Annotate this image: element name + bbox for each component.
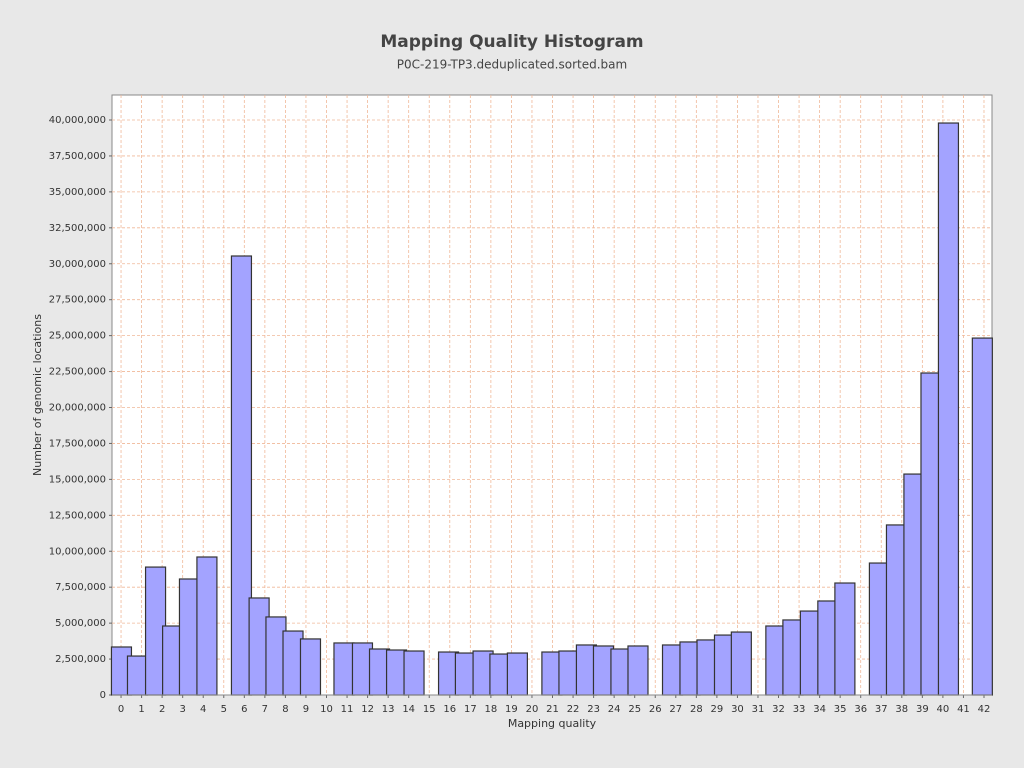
x-tick-label: 7 — [262, 704, 268, 715]
x-tick-label: 28 — [690, 704, 703, 715]
bar — [196, 556, 218, 696]
y-tick-label: 22,500,000 — [49, 367, 106, 378]
y-tick-label: 20,000,000 — [49, 403, 106, 414]
y-tick-label: 10,000,000 — [49, 546, 106, 557]
y-axis-label: Number of genomic locations — [31, 314, 44, 476]
chart-title: Mapping Quality Histogram — [380, 32, 643, 52]
x-tick-label: 34 — [813, 704, 826, 715]
x-tick-label: 22 — [567, 704, 580, 715]
x-tick-label: 11 — [341, 704, 354, 715]
x-tick-label: 4 — [200, 704, 206, 715]
x-tick-label: 23 — [587, 704, 600, 715]
bar — [730, 631, 752, 696]
x-tick-label: 3 — [179, 704, 185, 715]
bar — [403, 650, 425, 696]
bar — [454, 652, 476, 696]
x-tick-label: 0 — [118, 704, 124, 715]
y-tick-label: 5,000,000 — [55, 618, 106, 629]
x-tick-label: 36 — [854, 704, 867, 715]
x-tick-label: 33 — [793, 704, 806, 715]
x-tick-label: 30 — [731, 704, 744, 715]
y-tick-label: 27,500,000 — [49, 295, 106, 306]
y-tick-label: 17,500,000 — [49, 438, 106, 449]
x-tick-label: 19 — [505, 704, 518, 715]
y-tick-label: 30,000,000 — [49, 259, 106, 270]
x-tick-label: 12 — [361, 704, 374, 715]
x-tick-label: 31 — [752, 704, 765, 715]
x-tick-label: 42 — [978, 704, 991, 715]
x-tick-label: 39 — [916, 704, 929, 715]
x-tick-label: 40 — [937, 704, 950, 715]
x-tick-label: 5 — [221, 704, 227, 715]
x-tick-label: 27 — [669, 704, 682, 715]
y-tick-label: 12,500,000 — [49, 510, 106, 521]
x-tick-label: 6 — [241, 704, 247, 715]
x-tick-label: 35 — [834, 704, 847, 715]
x-tick-label: 26 — [649, 704, 662, 715]
x-tick-label: 16 — [443, 704, 456, 715]
bar — [506, 652, 528, 696]
chart-subtitle: P0C-219-TP3.deduplicated.sorted.bam — [397, 58, 627, 72]
x-tick-label: 38 — [895, 704, 908, 715]
x-tick-label: 32 — [772, 704, 785, 715]
x-tick-label: 17 — [464, 704, 477, 715]
x-tick-label: 41 — [957, 704, 970, 715]
y-tick-label: 0 — [100, 690, 106, 701]
bar — [299, 638, 322, 696]
y-tick-label: 37,500,000 — [49, 151, 106, 162]
bar — [333, 642, 355, 696]
y-tick-label: 35,000,000 — [49, 187, 106, 198]
y-tick-label: 40,000,000 — [49, 115, 106, 126]
x-tick-label: 21 — [546, 704, 559, 715]
y-tick-label: 25,000,000 — [49, 331, 106, 342]
bar — [627, 645, 649, 696]
x-tick-label: 14 — [402, 704, 415, 715]
x-axis-label: Mapping quality — [508, 717, 597, 730]
x-tick-label: 9 — [303, 704, 309, 715]
bar — [937, 122, 960, 696]
x-tick-label: 24 — [608, 704, 621, 715]
x-tick-label: 25 — [628, 704, 641, 715]
x-tick-label: 15 — [423, 704, 436, 715]
y-tick-label: 15,000,000 — [49, 474, 106, 485]
x-tick-label: 18 — [485, 704, 498, 715]
bar — [230, 255, 253, 696]
x-tick-label: 37 — [875, 704, 888, 715]
x-tick-label: 29 — [711, 704, 724, 715]
x-tick-label: 20 — [526, 704, 539, 715]
bar — [834, 582, 856, 696]
bar — [971, 337, 993, 696]
x-tick-label: 10 — [320, 704, 333, 715]
x-tick-label: 1 — [138, 704, 144, 715]
bar — [126, 655, 149, 696]
y-tick-label: 2,500,000 — [55, 654, 106, 665]
x-tick-label: 8 — [282, 704, 288, 715]
x-tick-label: 13 — [382, 704, 395, 715]
y-tick-label: 7,500,000 — [55, 582, 106, 593]
x-tick-label: 2 — [159, 704, 165, 715]
y-tick-label: 32,500,000 — [49, 223, 106, 234]
